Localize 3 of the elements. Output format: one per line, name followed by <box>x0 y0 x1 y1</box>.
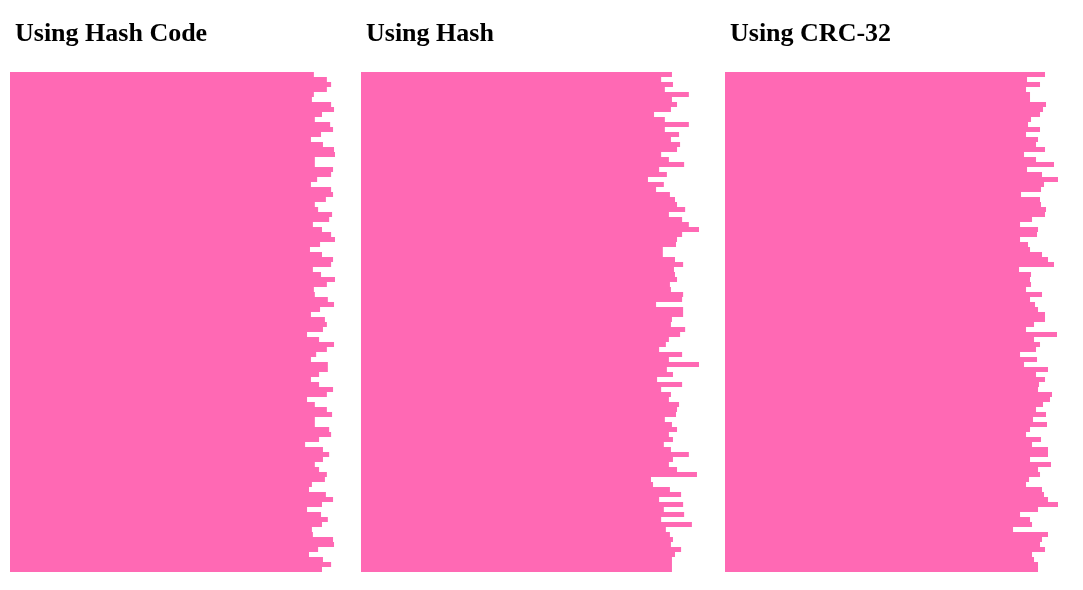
chart-title: Using Hash Code <box>15 17 208 47</box>
chart-title: Using Hash <box>366 17 495 47</box>
chart-title: Using CRC-32 <box>730 17 892 47</box>
